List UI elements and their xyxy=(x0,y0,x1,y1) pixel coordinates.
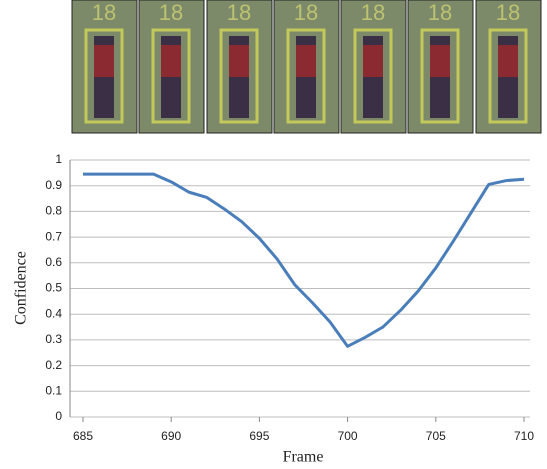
y-tick-label: 0.3 xyxy=(45,332,62,346)
x-tick-label: 710 xyxy=(514,429,534,443)
thumbnail-label: 18 xyxy=(294,0,318,25)
person-jacket xyxy=(229,45,249,77)
x-axis-title: Frame xyxy=(283,449,324,466)
thumbnail-label: 18 xyxy=(428,0,452,25)
y-tick-label: 0.1 xyxy=(45,383,62,397)
person-jacket xyxy=(94,45,114,77)
person-jacket xyxy=(498,45,518,77)
figure: 18 18 18 18 18 18 18 Confidence Frame 0 0.1 0.2 0… xyxy=(0,0,547,469)
line-series xyxy=(83,174,524,346)
thumbnail-strip: 18 18 18 18 18 18 18 xyxy=(72,0,541,133)
person-jacket xyxy=(296,45,316,77)
thumbnail-label: 18 xyxy=(159,0,183,25)
x-tick-label: 690 xyxy=(161,429,181,443)
y-tick-label: 0.4 xyxy=(45,306,62,320)
x-tick-label: 695 xyxy=(249,429,269,443)
y-tick-label: 0.5 xyxy=(45,281,62,295)
y-tick-label: 0.7 xyxy=(45,229,62,243)
thumbnail-label: 18 xyxy=(92,0,116,25)
x-tick-label: 705 xyxy=(426,429,446,443)
x-tick-label: 700 xyxy=(338,429,358,443)
x-tick-label: 685 xyxy=(73,429,93,443)
person-jacket xyxy=(363,45,383,77)
thumbnail-label: 18 xyxy=(361,0,385,25)
thumbnail-label: 18 xyxy=(496,0,520,25)
person-jacket xyxy=(430,45,450,77)
y-axis-title: Confidence xyxy=(13,251,30,325)
y-tick-label: 0.6 xyxy=(45,255,62,269)
y-tick-label: 0.9 xyxy=(45,178,62,192)
thumbnail-label: 18 xyxy=(227,0,251,25)
y-tick-label: 0 xyxy=(55,409,62,423)
y-tick-label: 1 xyxy=(55,152,62,166)
y-tick-label: 0.8 xyxy=(45,204,62,218)
y-tick-label: 0.2 xyxy=(45,358,62,372)
person-jacket xyxy=(161,45,181,77)
